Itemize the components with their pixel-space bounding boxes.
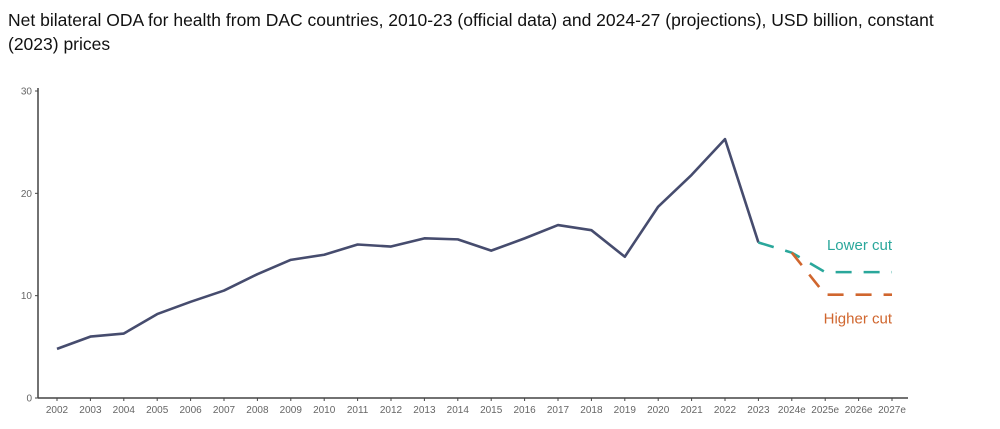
x-tick-label: 2011 <box>347 405 369 416</box>
x-tick-label: 2022 <box>714 405 737 416</box>
x-tick-label: 2006 <box>179 405 202 416</box>
series-line-higher-cut <box>790 251 892 296</box>
series-line-official-data <box>56 137 760 351</box>
y-tick-label: 20 <box>21 189 33 200</box>
x-tick-label: 2009 <box>280 405 303 416</box>
x-tick-label: 2016 <box>513 405 536 416</box>
x-tick-label: 2024e <box>778 405 806 416</box>
x-tick-label: 2005 <box>146 405 169 416</box>
x-tick-label: 2019 <box>614 405 637 416</box>
x-tick-label: 2018 <box>580 405 603 416</box>
x-tick-label: 2023 <box>747 405 770 416</box>
x-tick-label: 2025e <box>811 405 839 416</box>
x-tick-label: 2014 <box>447 405 470 416</box>
series-label: Lower cut <box>827 237 893 254</box>
series-label: Higher cut <box>824 311 893 328</box>
x-tick-label: 2020 <box>647 405 670 416</box>
series-line-lower-cut <box>758 241 892 274</box>
x-tick-label: 2027e <box>878 405 906 416</box>
x-tick-label: 2007 <box>213 405 236 416</box>
y-tick-label: 10 <box>21 291 33 302</box>
x-tick-label: 2013 <box>413 405 436 416</box>
x-tick-label: 2004 <box>113 405 136 416</box>
x-tick-label: 2010 <box>313 405 336 416</box>
x-tick-label: 2012 <box>380 405 403 416</box>
x-tick-label: 2017 <box>547 405 570 416</box>
chart-title: Net bilateral ODA for health from DAC co… <box>8 10 934 54</box>
x-tick-label: 2021 <box>680 405 703 416</box>
y-tick-label: 0 <box>26 394 32 405</box>
x-tick-label: 2008 <box>246 405 269 416</box>
y-tick-label: 30 <box>21 87 33 98</box>
x-tick-label: 2015 <box>480 405 503 416</box>
x-tick-label: 2026e <box>845 405 873 416</box>
x-tick-label: 2003 <box>79 405 102 416</box>
x-tick-label: 2002 <box>46 405 69 416</box>
